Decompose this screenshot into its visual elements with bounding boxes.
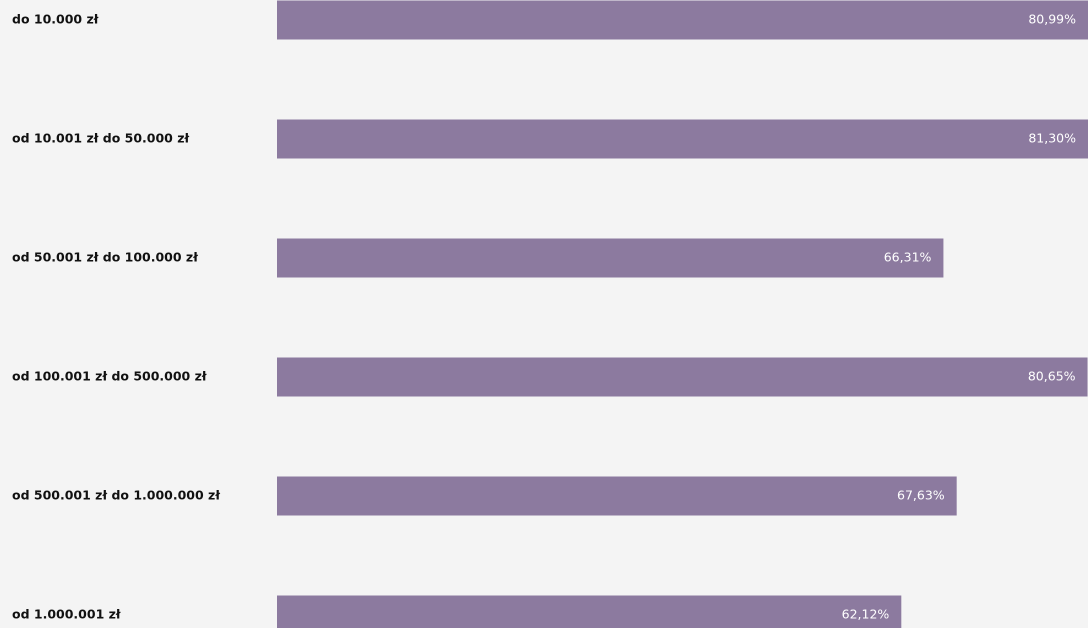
value-label: 80,65% <box>1028 369 1076 384</box>
bar <box>277 238 944 278</box>
bar <box>277 119 1088 159</box>
value-label: 81,30% <box>1028 131 1076 146</box>
bar <box>277 357 1088 397</box>
value-label: 67,63% <box>897 488 945 503</box>
value-label: 80,99% <box>1028 12 1076 27</box>
category-label: od 100.001 zł do 500.000 zł <box>12 369 207 384</box>
category-label: od 10.001 zł do 50.000 zł <box>12 131 189 146</box>
category-label: do 10.000 zł <box>12 12 99 27</box>
value-label: 66,31% <box>884 250 932 265</box>
value-label: 62,12% <box>842 607 890 622</box>
category-label: od 1.000.001 zł <box>12 607 121 622</box>
category-label: od 50.001 zł do 100.000 zł <box>12 250 198 265</box>
bar <box>277 595 902 628</box>
category-label: od 500.001 zł do 1.000.000 zł <box>12 488 220 503</box>
bar <box>277 0 1088 40</box>
bar <box>277 476 957 516</box>
